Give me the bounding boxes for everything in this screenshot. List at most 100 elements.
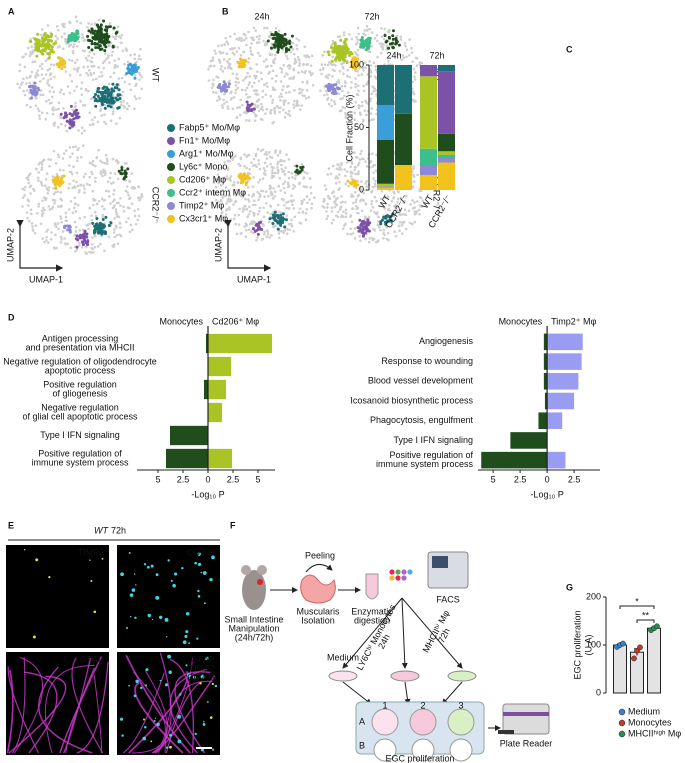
umap-point (54, 234, 57, 237)
umap-point (99, 226, 102, 229)
umap-point (103, 208, 106, 211)
umap-point (44, 38, 47, 41)
umap-point (254, 119, 257, 122)
umap-point (108, 101, 111, 104)
umap-point (236, 116, 239, 119)
umap-point (370, 45, 373, 48)
umap-point (370, 93, 373, 96)
bar-segment (377, 186, 394, 187)
umap-point (276, 172, 279, 175)
umap-point (51, 108, 54, 111)
umap-point (373, 61, 376, 64)
bar (547, 353, 582, 370)
signal (185, 664, 187, 666)
umap-point (257, 233, 260, 236)
umap-point (114, 86, 117, 89)
umap-axis-label: UMAP-1 (237, 274, 271, 284)
umap-point (127, 194, 130, 197)
umap-point (94, 165, 97, 168)
umap-point (270, 191, 273, 194)
umap-point (223, 58, 226, 61)
umap-point (355, 156, 358, 159)
step-label: Peeling (305, 550, 335, 560)
umap-point (119, 117, 122, 120)
umap-point (63, 225, 66, 228)
umap-point (273, 107, 276, 110)
legend-label: Arg1⁺ Mo/Mφ (179, 148, 234, 158)
umap-point (264, 112, 267, 115)
umap-point (229, 35, 232, 38)
umap-point (305, 212, 308, 215)
umap-point (279, 189, 282, 192)
umap-point (270, 47, 273, 50)
umap-point (305, 97, 308, 100)
well-label: 1 (382, 700, 387, 710)
umap-point (319, 69, 322, 72)
umap-point (413, 93, 416, 96)
umap-point (355, 201, 358, 204)
umap-point (401, 232, 404, 235)
umap-point (119, 222, 122, 225)
umap-point (260, 78, 263, 81)
bar-segment (395, 165, 412, 190)
umap-point (287, 182, 290, 185)
umap-point (358, 158, 361, 161)
umap-point (28, 182, 31, 185)
umap-point (54, 199, 57, 202)
umap-point (262, 238, 265, 241)
umap-point (270, 95, 273, 98)
umap-point (246, 87, 249, 90)
umap-point (235, 81, 238, 84)
umap-point (327, 51, 330, 54)
umap-point (44, 199, 47, 202)
umap-point (53, 64, 56, 67)
umap-point (386, 44, 389, 47)
umap-point (41, 48, 44, 51)
x-axis-title: -Log₁₀ P (530, 489, 563, 499)
umap-point (278, 236, 281, 239)
umap-point (107, 180, 110, 183)
umap-point (281, 89, 284, 92)
umap-point (247, 107, 250, 110)
umap-point (301, 201, 304, 204)
umap-point (289, 51, 292, 54)
umap-point (86, 59, 89, 62)
umap-point (287, 113, 290, 116)
umap-point (115, 160, 118, 163)
umap-point (107, 54, 110, 57)
umap-point (299, 166, 302, 169)
umap-point (24, 186, 27, 189)
umap-point (359, 239, 362, 242)
umap-point (334, 103, 337, 106)
umap-point (335, 175, 338, 178)
category-label: apoptotic process (45, 365, 116, 375)
umap-point (274, 172, 277, 175)
muscularis (301, 575, 336, 603)
umap-point (367, 47, 370, 50)
bar-segment (438, 155, 455, 158)
umap-point (305, 218, 308, 221)
mouse (242, 570, 266, 610)
umap-point (115, 211, 118, 214)
umap-point (379, 229, 382, 232)
umap-point (339, 166, 342, 169)
umap-point (50, 101, 53, 104)
umap-point (224, 67, 227, 70)
umap-point (350, 195, 353, 198)
umap-point (91, 236, 94, 239)
umap-point (286, 232, 289, 235)
data-point (637, 645, 642, 650)
umap-point (78, 217, 81, 220)
umap-point (81, 126, 84, 129)
umap-point (268, 151, 271, 154)
umap-point (44, 118, 47, 121)
series-title: Timp2⁺ Mφ (551, 316, 596, 326)
umap-point (359, 200, 362, 203)
umap-point (75, 226, 78, 229)
umap-point (228, 82, 231, 85)
umap-point (60, 113, 63, 116)
umap-point (87, 55, 90, 58)
umap-point (105, 36, 108, 39)
umap-point (245, 93, 248, 96)
signal (179, 694, 181, 696)
